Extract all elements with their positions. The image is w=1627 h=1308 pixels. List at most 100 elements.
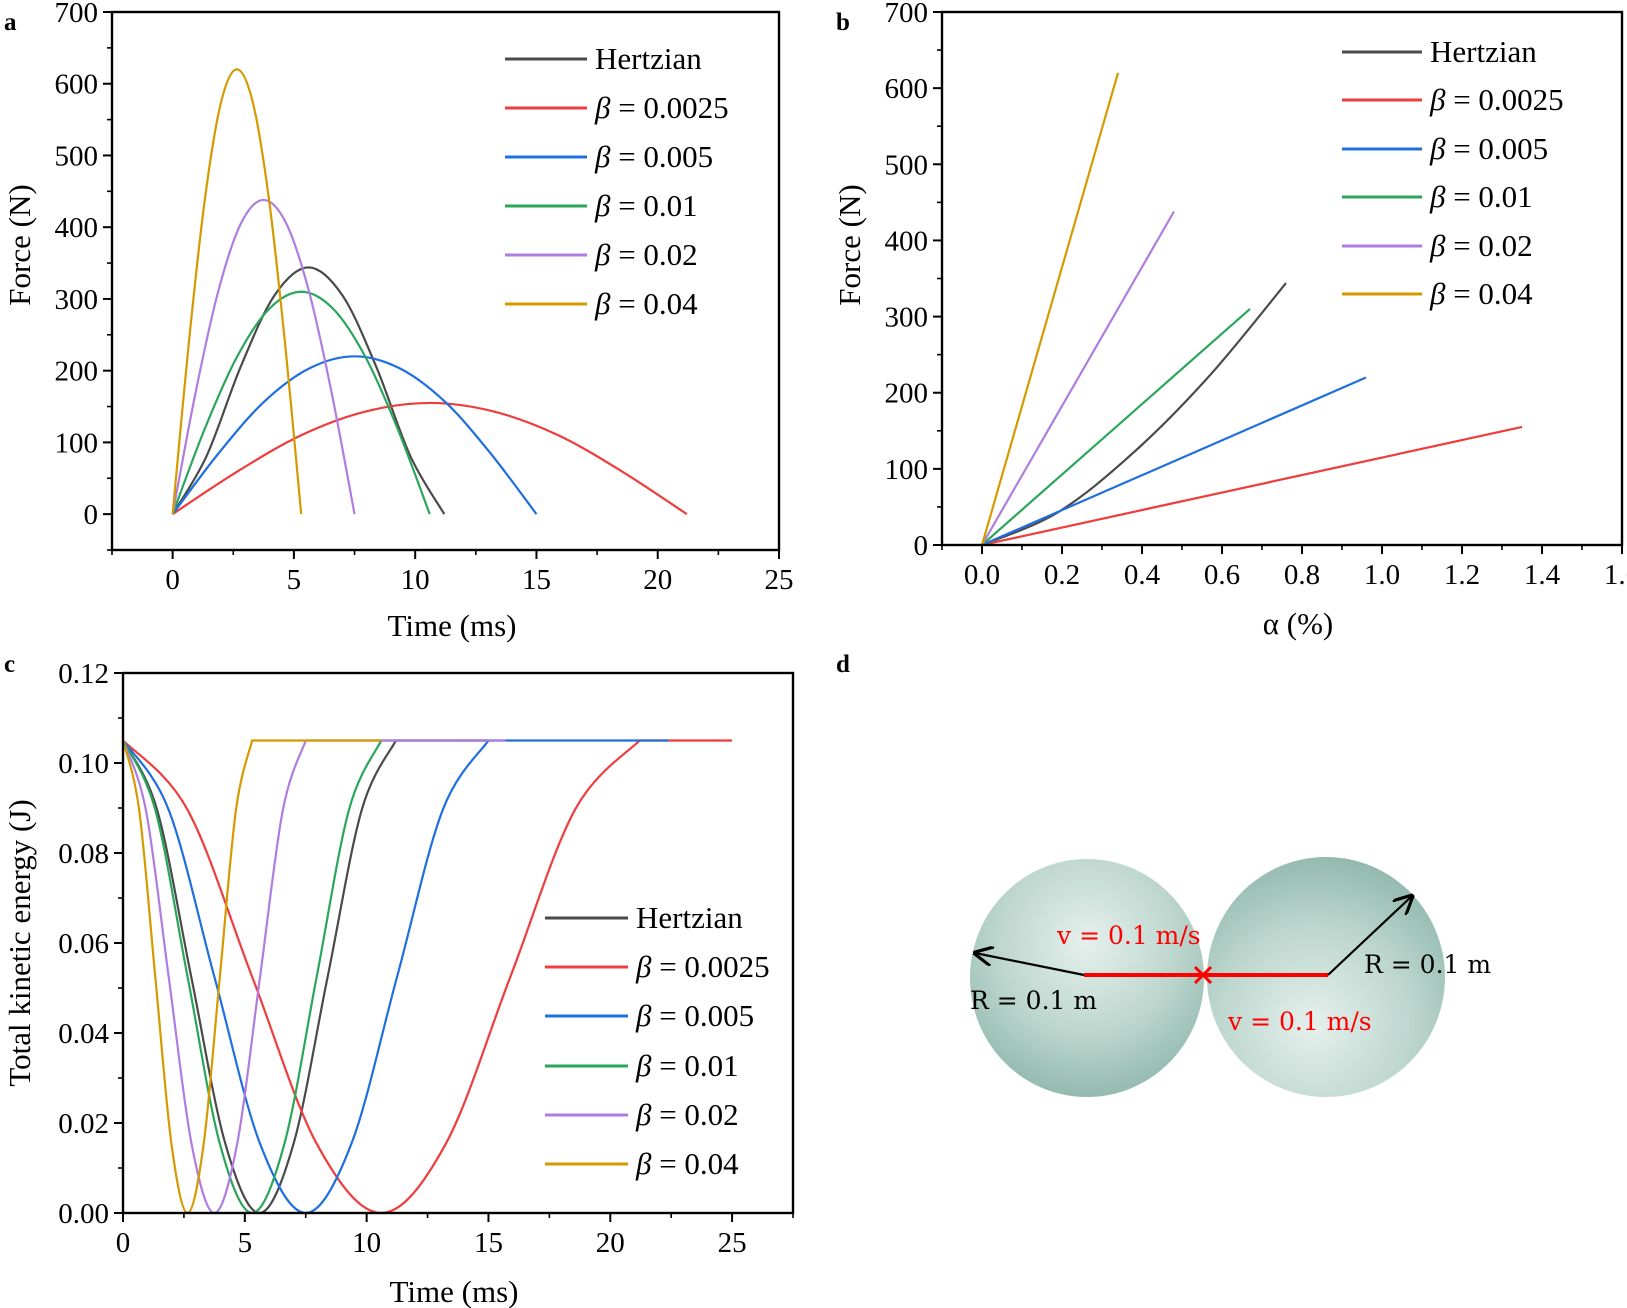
x-tick-label: 5 xyxy=(287,564,302,596)
radius-label-right: R = 0.1 m xyxy=(1364,950,1491,979)
x-tick-label: 20 xyxy=(596,1227,625,1259)
radius-label-left: R = 0.1 m xyxy=(970,986,1097,1015)
legend-label: β = 0.01 xyxy=(594,188,698,223)
series-line-Hertzian xyxy=(123,739,489,1213)
x-tick-label: 25 xyxy=(765,564,794,596)
series-line-0_01 xyxy=(123,739,489,1213)
x-tick-label: 1.2 xyxy=(1444,559,1480,591)
y-tick-label: 100 xyxy=(885,454,929,486)
series-line-0_02 xyxy=(171,198,356,515)
legend-label: Hertzian xyxy=(636,900,743,935)
legend-label: β = 0.005 xyxy=(594,139,713,174)
y-tick-label: 0.12 xyxy=(58,658,109,690)
x-tick-label: 15 xyxy=(474,1227,503,1259)
series-line-0_04 xyxy=(980,72,1120,545)
y-tick-label: 600 xyxy=(55,69,99,101)
panel-label-d: d xyxy=(836,651,850,678)
velocity-label-left: v = 0.1 m/s xyxy=(1056,921,1201,950)
y-axis-title: Force (N) xyxy=(832,184,867,305)
sphere-diagram: v = 0.1 m/s v = 0.1 m/s R = 0.1 m R = 0.… xyxy=(970,857,1491,1097)
y-tick-label: 0.02 xyxy=(58,1108,109,1140)
left-sphere xyxy=(970,859,1204,1097)
y-axis-title: Force (N) xyxy=(2,184,37,305)
x-tick-label: 0 xyxy=(116,1227,131,1259)
y-tick-label: 0 xyxy=(84,499,99,531)
y-tick-label: 700 xyxy=(55,0,99,29)
series-line-0_01 xyxy=(171,290,431,515)
x-tick-label: 10 xyxy=(401,564,430,596)
y-tick-label: 200 xyxy=(55,356,99,388)
series-line-0_02 xyxy=(981,210,1175,545)
x-tick-label: 1.6 xyxy=(1604,559,1627,591)
legend: Hertzian β = 0.0025 β = 0.005 β = 0.01 β = 0… xyxy=(1342,34,1564,311)
series-line-0_0025 xyxy=(172,401,688,516)
panel-label-a: a xyxy=(4,9,17,36)
legend-label: Hertzian xyxy=(595,41,702,76)
series-line-0_005 xyxy=(981,376,1367,545)
y-tick-label: 500 xyxy=(885,149,929,181)
y-tick-label: 100 xyxy=(55,427,99,459)
x-tick-label: 1.4 xyxy=(1524,559,1561,591)
series-line-0_04 xyxy=(171,68,303,515)
x-tick-label: 0 xyxy=(165,564,180,596)
y-tick-label: 0.04 xyxy=(58,1018,109,1050)
series-line-Hertzian xyxy=(171,266,446,515)
plot-frame xyxy=(110,10,781,552)
x-tick-label: 1.0 xyxy=(1364,559,1400,591)
y-tick-label: 700 xyxy=(885,0,929,29)
x-tick-label: 20 xyxy=(643,564,672,596)
y-tick-label: 0.08 xyxy=(58,838,109,870)
legend-label: Hertzian xyxy=(1430,34,1537,69)
legend-label: β = 0.02 xyxy=(594,237,698,272)
chart-panel-a: 0 5 10 15 20 25 0 100 200 300 400 500 600 700 Time (ms… xyxy=(2,0,794,643)
legend-label: β = 0.04 xyxy=(635,1146,739,1181)
x-tick-label: 0.6 xyxy=(1204,559,1240,591)
legend-label: β = 0.0025 xyxy=(1429,82,1564,117)
y-tick-label: 0 xyxy=(914,530,929,562)
x-tick-label: 5 xyxy=(238,1227,253,1259)
x-tick-label: 0.8 xyxy=(1284,559,1320,591)
series-line-0_005 xyxy=(171,355,538,515)
contact-point-icon xyxy=(1193,965,1213,985)
x-tick-label: 0.2 xyxy=(1044,559,1080,591)
velocity-label-right: v = 0.1 m/s xyxy=(1227,1007,1372,1036)
y-tick-label: 0.00 xyxy=(58,1198,109,1230)
x-axis-title: Time (ms) xyxy=(390,1274,519,1308)
panel-label-c: c xyxy=(4,651,15,678)
panel-label-b: b xyxy=(836,9,850,36)
legend-label: β = 0.02 xyxy=(1429,228,1533,263)
y-axis-title: Total kinetic energy (J) xyxy=(2,799,37,1086)
legend-label: β = 0.0025 xyxy=(635,949,770,984)
y-tick-label: 600 xyxy=(885,73,929,105)
legend-label: β = 0.01 xyxy=(635,1048,739,1083)
y-tick-label: 300 xyxy=(885,302,929,334)
y-tick-label: 400 xyxy=(885,225,929,257)
legend-label: β = 0.04 xyxy=(1429,276,1533,311)
legend-label: β = 0.02 xyxy=(635,1097,739,1132)
legend-label: β = 0.0025 xyxy=(594,90,729,125)
legend-label: β = 0.005 xyxy=(635,998,754,1033)
legend-label: β = 0.04 xyxy=(594,286,698,321)
radius-arrow-right xyxy=(1327,896,1412,976)
series-line-Hertzian xyxy=(981,282,1287,545)
y-tick-label: 300 xyxy=(55,284,99,316)
legend: Hertzian β = 0.0025 β = 0.005 β = 0.01 β = 0… xyxy=(545,900,770,1181)
x-tick-label: 0.0 xyxy=(964,559,1000,591)
x-tick-label: 25 xyxy=(718,1227,747,1259)
y-tick-label: 0.06 xyxy=(58,928,109,960)
y-tick-label: 500 xyxy=(55,140,99,172)
series-line-0_0025 xyxy=(981,425,1523,545)
x-axis-title: α (%) xyxy=(1263,606,1333,641)
series-group xyxy=(980,72,1523,545)
legend-label: β = 0.01 xyxy=(1429,179,1533,214)
y-tick-label: 400 xyxy=(55,212,99,244)
x-tick-label: 0.4 xyxy=(1124,559,1161,591)
series-line-0_02 xyxy=(123,739,506,1213)
chart-panel-b: 0.0 0.2 0.4 0.6 0.8 1.0 1.2 1.4 1.6 0 100 200 300 400… xyxy=(832,0,1627,641)
legend-label: β = 0.005 xyxy=(1429,131,1548,166)
x-axis-title: Time (ms) xyxy=(388,608,517,643)
x-tick-label: 10 xyxy=(352,1227,381,1259)
legend: Hertzian β = 0.0025 β = 0.005 β = 0.01 β = 0… xyxy=(505,41,729,321)
